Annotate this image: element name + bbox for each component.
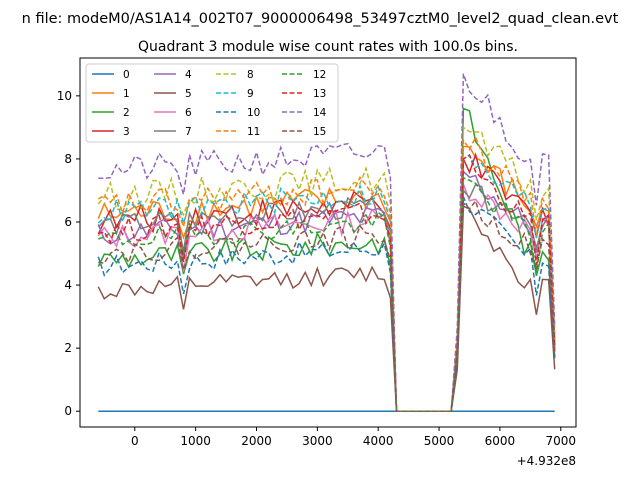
legend-label-3: 3	[123, 126, 130, 138]
series-line-6	[97, 183, 556, 412]
legend-label-5: 5	[185, 88, 192, 100]
x-tick-label-2: 2000	[241, 434, 272, 448]
y-tick-label-1: 2	[64, 341, 72, 355]
legend-label-15: 15	[313, 126, 326, 138]
series-line-12	[98, 176, 556, 412]
x-tick-label-6: 6000	[485, 434, 516, 448]
legend-label-1: 1	[123, 88, 130, 100]
legend-box	[85, 63, 339, 143]
series-layer	[97, 73, 556, 412]
x-offset-label: +4.932e8	[517, 454, 576, 468]
legend-label-14: 14	[313, 107, 327, 119]
series-line-1	[97, 145, 556, 412]
y-tick-label-3: 6	[64, 215, 72, 229]
legend-label-11: 11	[247, 126, 260, 138]
figure-suptitle: n file: modeM0/AS1A14_002T07_9000006498_…	[22, 11, 619, 27]
series-line-13	[98, 153, 556, 412]
legend-label-10: 10	[247, 107, 260, 119]
axis-layer: 0 1000 2000 3000 4000 5000 6000 7000 0 2 4 6 8 10	[57, 89, 576, 448]
legend-label-13: 13	[313, 88, 326, 100]
legend-label-6: 6	[185, 107, 192, 119]
x-tick-label-5: 5000	[424, 434, 455, 448]
series-line-14	[98, 73, 556, 412]
series-line-5	[97, 205, 556, 412]
legend-label-12: 12	[313, 69, 326, 81]
series-line-8	[97, 126, 556, 412]
legend-label-8: 8	[247, 69, 254, 81]
x-tick-label-4: 4000	[363, 434, 394, 448]
y-tick-label-2: 4	[64, 278, 72, 292]
series-line-15	[98, 199, 556, 412]
legend-label-9: 9	[247, 88, 254, 100]
series-line-2	[97, 107, 556, 412]
series-line-7	[97, 183, 556, 412]
legend-label-7: 7	[185, 126, 192, 138]
legend-label-4: 4	[185, 69, 192, 81]
legend-label-2: 2	[123, 107, 130, 119]
plot-frame	[79, 57, 577, 428]
x-tick-label-0: 0	[131, 434, 139, 448]
y-tick-label-4: 8	[64, 152, 72, 166]
x-tick-label-3: 3000	[302, 434, 333, 448]
chart-title: Quadrant 3 module wise count rates with …	[138, 39, 518, 55]
series-line-10	[97, 196, 556, 412]
y-tick-label-5: 10	[57, 89, 72, 103]
series-line-11	[97, 135, 556, 412]
x-tick-label-7: 7000	[546, 434, 577, 448]
x-tick-label-1: 1000	[180, 434, 211, 448]
legend-label-0: 0	[123, 69, 130, 81]
y-tick-label-0: 0	[64, 404, 72, 418]
